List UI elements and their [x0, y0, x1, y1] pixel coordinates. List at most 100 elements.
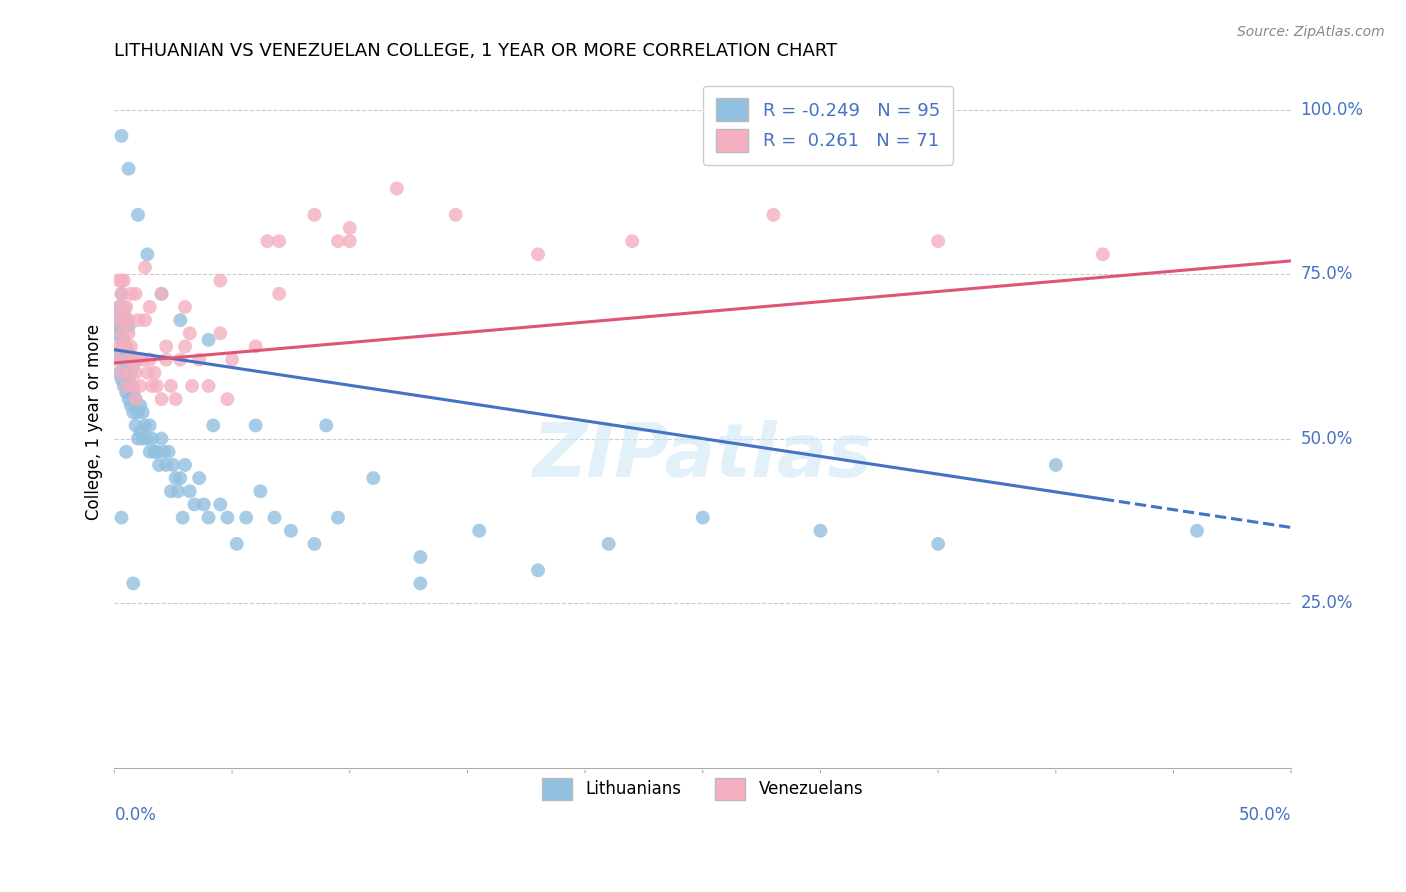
Point: [197, 379, 219, 393]
Point: [117, 161, 139, 176]
Point: [124, 392, 146, 406]
Point: [112, 339, 135, 353]
Point: [131, 352, 153, 367]
Point: [115, 379, 138, 393]
Point: [134, 313, 156, 327]
Point: [304, 537, 326, 551]
Point: [160, 379, 183, 393]
Point: [112, 300, 135, 314]
Point: [136, 247, 159, 261]
Point: [280, 524, 302, 538]
Point: [138, 300, 160, 314]
Point: [315, 418, 337, 433]
Point: [115, 366, 138, 380]
Point: [117, 352, 139, 367]
Point: [134, 418, 156, 433]
Point: [209, 497, 232, 511]
Point: [169, 313, 191, 327]
Point: [115, 385, 138, 400]
Point: [235, 510, 257, 524]
Point: [129, 379, 152, 393]
Legend: Lithuanians, Venezuelans: Lithuanians, Venezuelans: [531, 766, 875, 811]
Point: [122, 359, 145, 374]
Point: [112, 274, 135, 288]
Point: [117, 346, 139, 360]
Point: [409, 576, 432, 591]
Point: [110, 366, 132, 380]
Text: 50.0%: 50.0%: [1301, 430, 1353, 448]
Point: [1185, 524, 1208, 538]
Point: [127, 432, 149, 446]
Point: [197, 333, 219, 347]
Point: [165, 392, 187, 406]
Point: [621, 234, 644, 248]
Point: [124, 286, 146, 301]
Point: [249, 484, 271, 499]
Point: [117, 319, 139, 334]
Point: [155, 352, 177, 367]
Point: [108, 366, 131, 380]
Point: [1091, 247, 1114, 261]
Point: [762, 208, 785, 222]
Point: [188, 352, 211, 367]
Point: [108, 300, 131, 314]
Point: [174, 300, 197, 314]
Point: [138, 444, 160, 458]
Point: [110, 372, 132, 386]
Point: [217, 392, 239, 406]
Point: [146, 444, 169, 458]
Point: [127, 208, 149, 222]
Point: [172, 510, 194, 524]
Point: [110, 286, 132, 301]
Text: 0.0%: 0.0%: [114, 805, 156, 823]
Y-axis label: College, 1 year or more: College, 1 year or more: [86, 324, 103, 520]
Point: [120, 379, 142, 393]
Point: [245, 339, 267, 353]
Point: [124, 418, 146, 433]
Point: [150, 392, 173, 406]
Text: 100.0%: 100.0%: [1301, 101, 1364, 119]
Point: [150, 432, 173, 446]
Point: [598, 537, 620, 551]
Point: [150, 286, 173, 301]
Point: [174, 339, 197, 353]
Point: [129, 425, 152, 439]
Point: [927, 537, 949, 551]
Point: [108, 274, 131, 288]
Point: [197, 510, 219, 524]
Point: [1045, 458, 1067, 472]
Point: [179, 326, 201, 341]
Point: [117, 392, 139, 406]
Point: [115, 313, 138, 327]
Point: [117, 313, 139, 327]
Point: [810, 524, 832, 538]
Point: [110, 326, 132, 341]
Point: [122, 379, 145, 393]
Point: [115, 300, 138, 314]
Point: [209, 326, 232, 341]
Point: [444, 208, 467, 222]
Point: [105, 326, 128, 341]
Point: [339, 234, 361, 248]
Point: [927, 234, 949, 248]
Point: [217, 510, 239, 524]
Point: [167, 484, 190, 499]
Point: [148, 458, 170, 472]
Point: [120, 352, 142, 367]
Point: [153, 444, 176, 458]
Point: [110, 128, 132, 143]
Point: [162, 458, 184, 472]
Point: [169, 352, 191, 367]
Point: [468, 524, 491, 538]
Point: [304, 208, 326, 222]
Text: ZIPatlas: ZIPatlas: [533, 420, 873, 493]
Point: [105, 313, 128, 327]
Point: [138, 418, 160, 433]
Point: [209, 274, 232, 288]
Point: [122, 352, 145, 367]
Point: [112, 379, 135, 393]
Point: [110, 286, 132, 301]
Point: [112, 352, 135, 367]
Point: [110, 352, 132, 367]
Text: 25.0%: 25.0%: [1301, 594, 1353, 612]
